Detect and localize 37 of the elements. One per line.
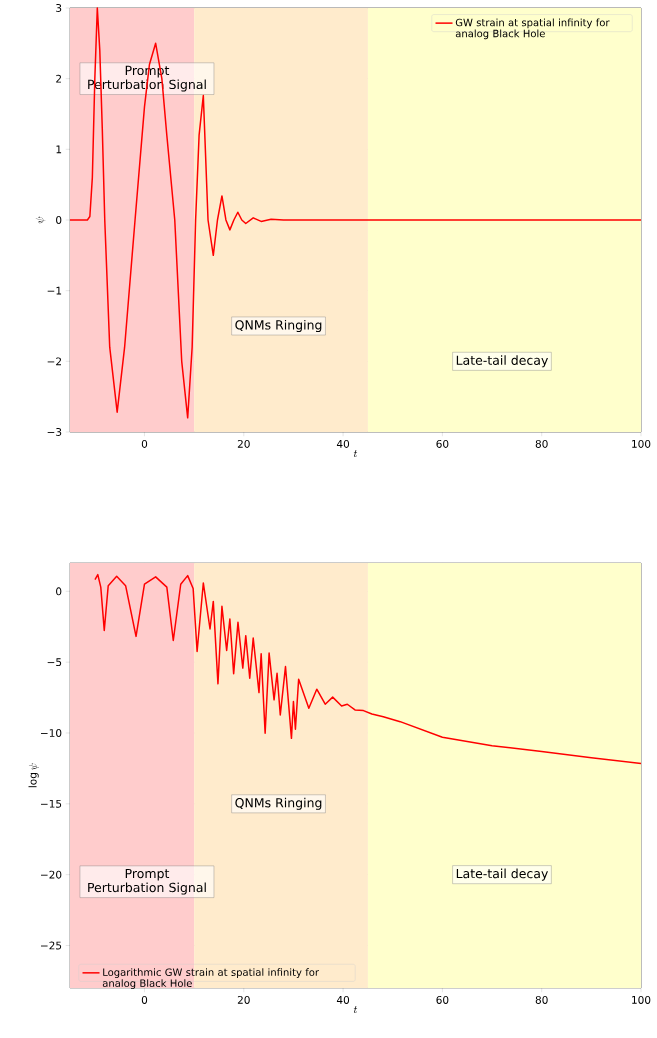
x-axis-title: $t$: [353, 1005, 358, 1013]
line-series: [94, 573, 642, 765]
y-tick-label: 3: [56, 4, 62, 12]
y-tick-label: −20: [41, 870, 62, 879]
y-tick-label: 0: [56, 587, 62, 596]
band-label: Late-tail decay: [456, 355, 548, 368]
band-label: QNMs Ringing: [235, 319, 322, 333]
x-tick-label: 20: [237, 439, 250, 448]
x-tick-label: 80: [535, 439, 548, 448]
band-label: Prompt Perturbation Signal: [88, 868, 206, 895]
y-tick-label: −3: [47, 428, 62, 436]
y-tick-label: −2: [47, 357, 61, 366]
x-tick-label: 60: [436, 995, 449, 1004]
x-axis-title: $t$: [353, 449, 358, 457]
x-tick-label: 0: [141, 995, 148, 1004]
y-tick-label: −5: [47, 658, 62, 667]
x-tick-label: 80: [535, 995, 548, 1004]
band-label: Late-tail decay: [456, 868, 548, 881]
y-axis-title: $\psi$: [35, 216, 46, 224]
y-tick-label: −15: [41, 799, 62, 808]
x-tick-label: 40: [336, 439, 350, 448]
legend-label: GW strain at spatial infinity for analog Black Hole: [455, 18, 610, 40]
x-tick-label: 100: [632, 439, 651, 448]
y-tick-label: 0: [56, 216, 62, 224]
x-tick-label: 40: [336, 995, 350, 1004]
y-axis-title: $\log\psi$: [28, 763, 39, 788]
y-tick-label: 2: [56, 74, 61, 83]
x-tick-label: 100: [632, 995, 651, 1004]
legend-label: Logarithmic GW strain at spatial infinity for analog Black Hole: [102, 968, 320, 989]
band-label: QNMs Ringing: [235, 797, 322, 810]
x-tick-label: 0: [141, 439, 148, 448]
y-tick-label: −1: [47, 286, 62, 295]
x-tick-label: 60: [436, 439, 449, 448]
x-tick-label: 20: [237, 995, 250, 1004]
y-tick-label: 1: [56, 145, 62, 154]
y-tick-label: −10: [41, 729, 62, 737]
y-tick-label: −25: [41, 941, 62, 950]
